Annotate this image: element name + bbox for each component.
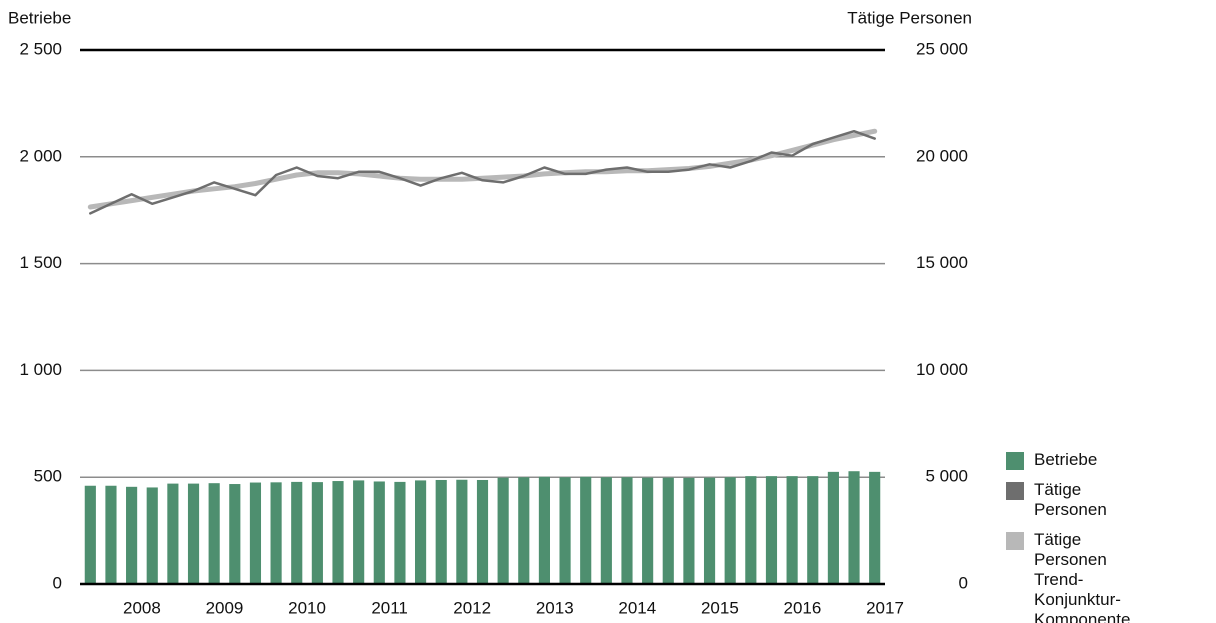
bar [869,471,881,584]
bar [394,481,406,584]
legend: Betriebe Tätige Personen Tätige Personen T… [1006,450,1156,623]
bar [683,477,695,584]
bar [786,476,798,584]
bar [146,487,158,584]
bar [208,483,220,584]
legend-swatch [1006,532,1024,550]
y2-axis-title: Tätige Personen [847,8,972,27]
bar [332,481,344,584]
bar [703,477,716,584]
bar [415,480,427,584]
bar [84,485,96,584]
bar [311,482,323,584]
x-tick-label: 2010 [288,598,326,617]
x-tick-label: 2008 [123,598,161,617]
bar [435,479,447,584]
bar [187,483,200,584]
y2-tick-label: 10 000 [916,360,968,379]
bar [827,471,839,584]
bar [373,481,385,584]
legend-item: Betriebe [1006,450,1156,470]
line-series [89,129,876,215]
bar [580,476,592,584]
y-tick-label: 2 000 [19,146,62,165]
bar [167,483,179,584]
bar [105,485,117,584]
bar [497,477,509,584]
bar [249,482,262,584]
bar [291,481,303,584]
bar [807,476,819,584]
x-tick-label: 2011 [371,598,408,617]
bar [538,476,550,584]
legend-label: Betriebe [1034,450,1098,469]
bar [600,477,612,584]
bar [662,477,674,584]
y-tick-label: 2 500 [19,39,62,58]
bar [456,479,468,584]
bar [642,477,654,584]
y-tick-label: 1 500 [19,253,62,272]
bar [126,486,138,584]
y2-tick-label: 15 000 [916,253,968,272]
bar [229,484,241,584]
bar [765,476,778,584]
bar [518,477,530,584]
x-tick-label: 2009 [206,598,244,617]
bar [559,477,571,584]
y2-tick-label: 25 000 [916,39,968,58]
bar [476,479,489,584]
legend-label: Tätige Personen Trend-Konjunktur-Kompone… [1034,530,1131,623]
bar [270,482,282,584]
bar [621,477,633,584]
y-tick-label: 0 [53,573,62,592]
x-tick-label: 2012 [453,598,491,617]
y-tick-label: 500 [34,467,62,486]
legend-item: Tätige Personen [1006,480,1156,520]
bar [724,477,736,584]
legend-item: Tätige Personen Trend-Konjunktur-Kompone… [1006,530,1156,623]
bar [353,480,365,584]
y2-tick-label: 20 000 [916,146,968,165]
legend-swatch [1006,452,1024,470]
y-tick-label: 1 000 [19,360,62,379]
y-axis-title: Betriebe [8,8,71,27]
line-series [87,128,878,210]
legend-swatch [1006,482,1024,500]
y2-tick-label: 5 000 [925,467,968,486]
x-tick-label: 2016 [784,598,822,617]
y2-tick-label: 0 [959,573,968,592]
x-tick-label: 2015 [701,598,739,617]
bar [848,471,860,584]
legend-label: Tätige Personen [1034,480,1107,519]
x-tick-label: 2014 [618,598,656,617]
bar [745,476,757,584]
x-tick-label: 2017 [866,598,904,617]
x-tick-label: 2013 [536,598,574,617]
